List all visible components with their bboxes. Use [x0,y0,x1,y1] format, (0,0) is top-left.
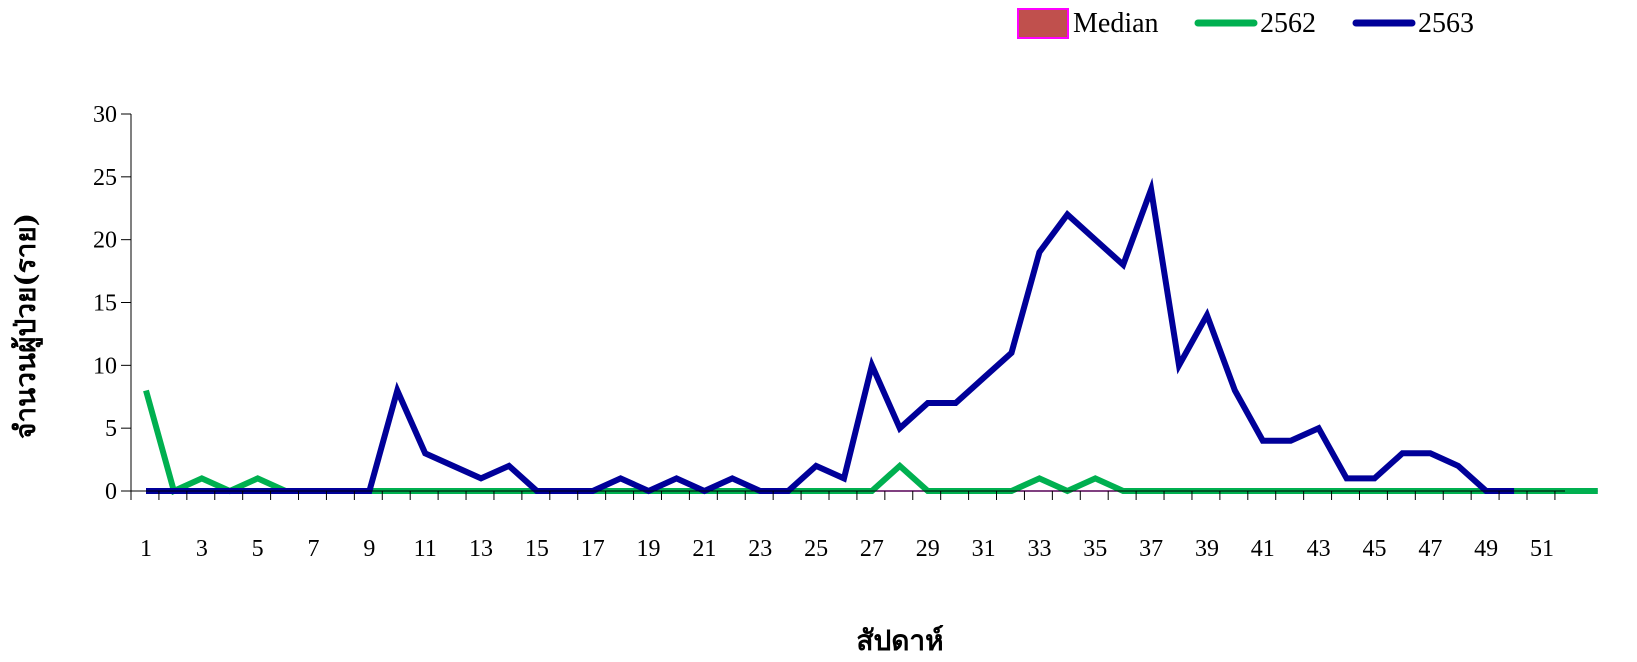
x-tick-label: 39 [1195,536,1219,562]
x-tick-label: 47 [1418,536,1442,562]
x-tick-label: 17 [581,536,605,562]
y-tick-label: 25 [93,165,117,191]
x-tick-label: 15 [525,536,549,562]
legend: Median 2562 2563 [1017,8,1474,39]
y-tick-label: 20 [93,228,117,254]
x-tick-label: 27 [860,536,884,562]
x-tick-label: 43 [1307,536,1331,562]
x-tick-label: 13 [469,536,493,562]
x-tick-label: 3 [196,536,208,562]
legend-label: Median [1073,8,1159,39]
x-tick-label: 1 [140,536,152,562]
x-tick-label: 5 [252,536,264,562]
x-tick-label: 9 [363,536,375,562]
x-tick-label: 41 [1251,536,1275,562]
y-tick-label: 30 [93,102,117,128]
y-tick-label: 15 [93,291,117,317]
x-tick-label: 29 [916,536,940,562]
y-tick-label: 0 [105,479,117,505]
series-line-2563 [146,177,1515,495]
plot-area [143,177,1598,496]
x-tick-label: 45 [1362,536,1386,562]
legend-label: 2563 [1418,8,1474,39]
x-tick-label: 33 [1027,536,1051,562]
x-tick-label: 19 [637,536,661,562]
y-tick-label: 10 [93,353,117,379]
y-axis-title: จำนวนผู้ป่วย(ราย) [9,213,43,439]
x-tick-label: 23 [748,536,772,562]
x-tick-label: 49 [1474,536,1498,562]
x-tick-label: 35 [1083,536,1107,562]
x-tick-label: 31 [972,536,996,562]
x-tick-label: 11 [414,536,437,562]
x-tick-label: 25 [804,536,828,562]
x-tick-label: 21 [692,536,716,562]
legend-label: 2562 [1260,8,1316,39]
x-axis-title: สัปดาห์ [856,624,943,657]
y-tick-label: 5 [105,416,117,442]
x-tick-label: 37 [1139,536,1163,562]
x-tick-label: 7 [308,536,320,562]
legend-swatch-median [1017,8,1069,39]
x-tick-label: 51 [1530,536,1554,562]
